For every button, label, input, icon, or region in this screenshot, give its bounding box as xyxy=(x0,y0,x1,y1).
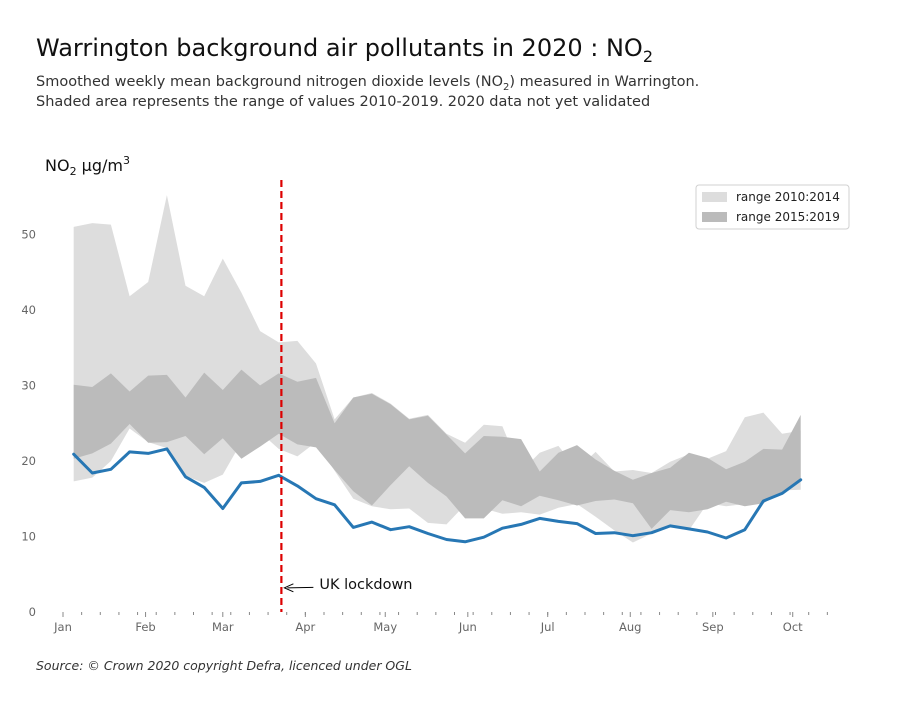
band-2 xyxy=(73,369,801,529)
chart-subtitle-line1: Smoothed weekly mean background nitrogen… xyxy=(36,74,700,93)
y-tick-label: 20 xyxy=(21,454,36,468)
legend-label: range 2015:2019 xyxy=(736,210,840,224)
source-note: Source: © Crown 2020 copyright Defra, li… xyxy=(36,658,412,673)
chart-plot: 0 10 20 30 40 50 Jan Feb Mar Apr May Jun Jul Aug Sep Oc… xyxy=(21,154,850,634)
x-tick-label: Apr xyxy=(295,620,315,634)
series-line-2020 xyxy=(72,447,803,544)
lockdown-label: UK lockdown xyxy=(319,577,412,593)
x-tick-label: Mar xyxy=(212,620,234,634)
x-tick-label: Oct xyxy=(783,620,803,634)
x-tick-label: Jan xyxy=(53,620,72,634)
y-tick-label: 30 xyxy=(21,378,36,392)
y-tick-label: 40 xyxy=(21,303,36,317)
chart-subtitle-line2: Shaded area represents the range of valu… xyxy=(36,94,651,110)
x-tick-label: Aug xyxy=(619,620,641,634)
x-tick-label: Sep xyxy=(702,620,724,634)
y-tick-label: 50 xyxy=(21,227,36,241)
legend: range 2010:2014 range 2015:2019 xyxy=(695,184,850,230)
lockdown-arrow xyxy=(287,586,314,589)
y-tick-label: 10 xyxy=(21,529,36,543)
x-tick-label: Jun xyxy=(458,620,477,634)
y-axis-label: NO2 μg/m3 xyxy=(45,154,130,178)
lockdown-arrow-head xyxy=(283,583,294,593)
chart-title: Warrington background air pollutants in … xyxy=(36,34,654,66)
x-tick-label: Feb xyxy=(135,620,155,634)
x-tick-label: May xyxy=(373,620,397,634)
legend-swatch xyxy=(702,192,727,202)
y-tick-label: 0 xyxy=(29,605,36,619)
legend-box xyxy=(695,184,850,230)
legend-label: range 2010:2014 xyxy=(736,190,840,204)
legend-swatch xyxy=(702,212,727,222)
x-tick-label: Jul xyxy=(540,620,555,634)
